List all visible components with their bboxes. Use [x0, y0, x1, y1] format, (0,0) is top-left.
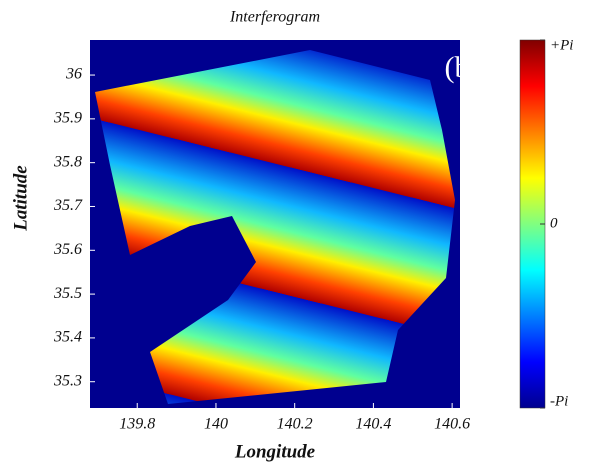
colorbar-tick-label: -Pi [550, 393, 568, 409]
colorbar-tick-label: +Pi [550, 37, 573, 53]
y-tick-label: 35.5 [53, 285, 82, 302]
y-tick-label: 36 [65, 66, 82, 83]
x-tick-label: 140 [204, 416, 228, 433]
y-tick-label: 35.4 [53, 329, 82, 346]
x-axis-label: Longitude [234, 441, 316, 462]
x-tick-label: 140.6 [434, 416, 470, 433]
y-tick-label: 35.7 [53, 197, 83, 214]
colorbar-tick-label: 0 [550, 215, 558, 231]
x-tick-label: 140.2 [277, 416, 313, 433]
panel-label: (b) [445, 51, 480, 84]
y-tick-label: 35.6 [53, 241, 82, 258]
y-tick-label: 35.3 [53, 372, 82, 389]
chart-title: Interferogram [229, 9, 320, 26]
y-tick-label: 35.8 [53, 153, 82, 170]
y-tick-label: 35.9 [53, 110, 82, 127]
y-axis-label: Latitude [10, 165, 31, 232]
x-tick-label: 139.8 [119, 416, 155, 433]
x-tick-label: 140.4 [355, 416, 391, 433]
interferogram [95, 50, 455, 404]
